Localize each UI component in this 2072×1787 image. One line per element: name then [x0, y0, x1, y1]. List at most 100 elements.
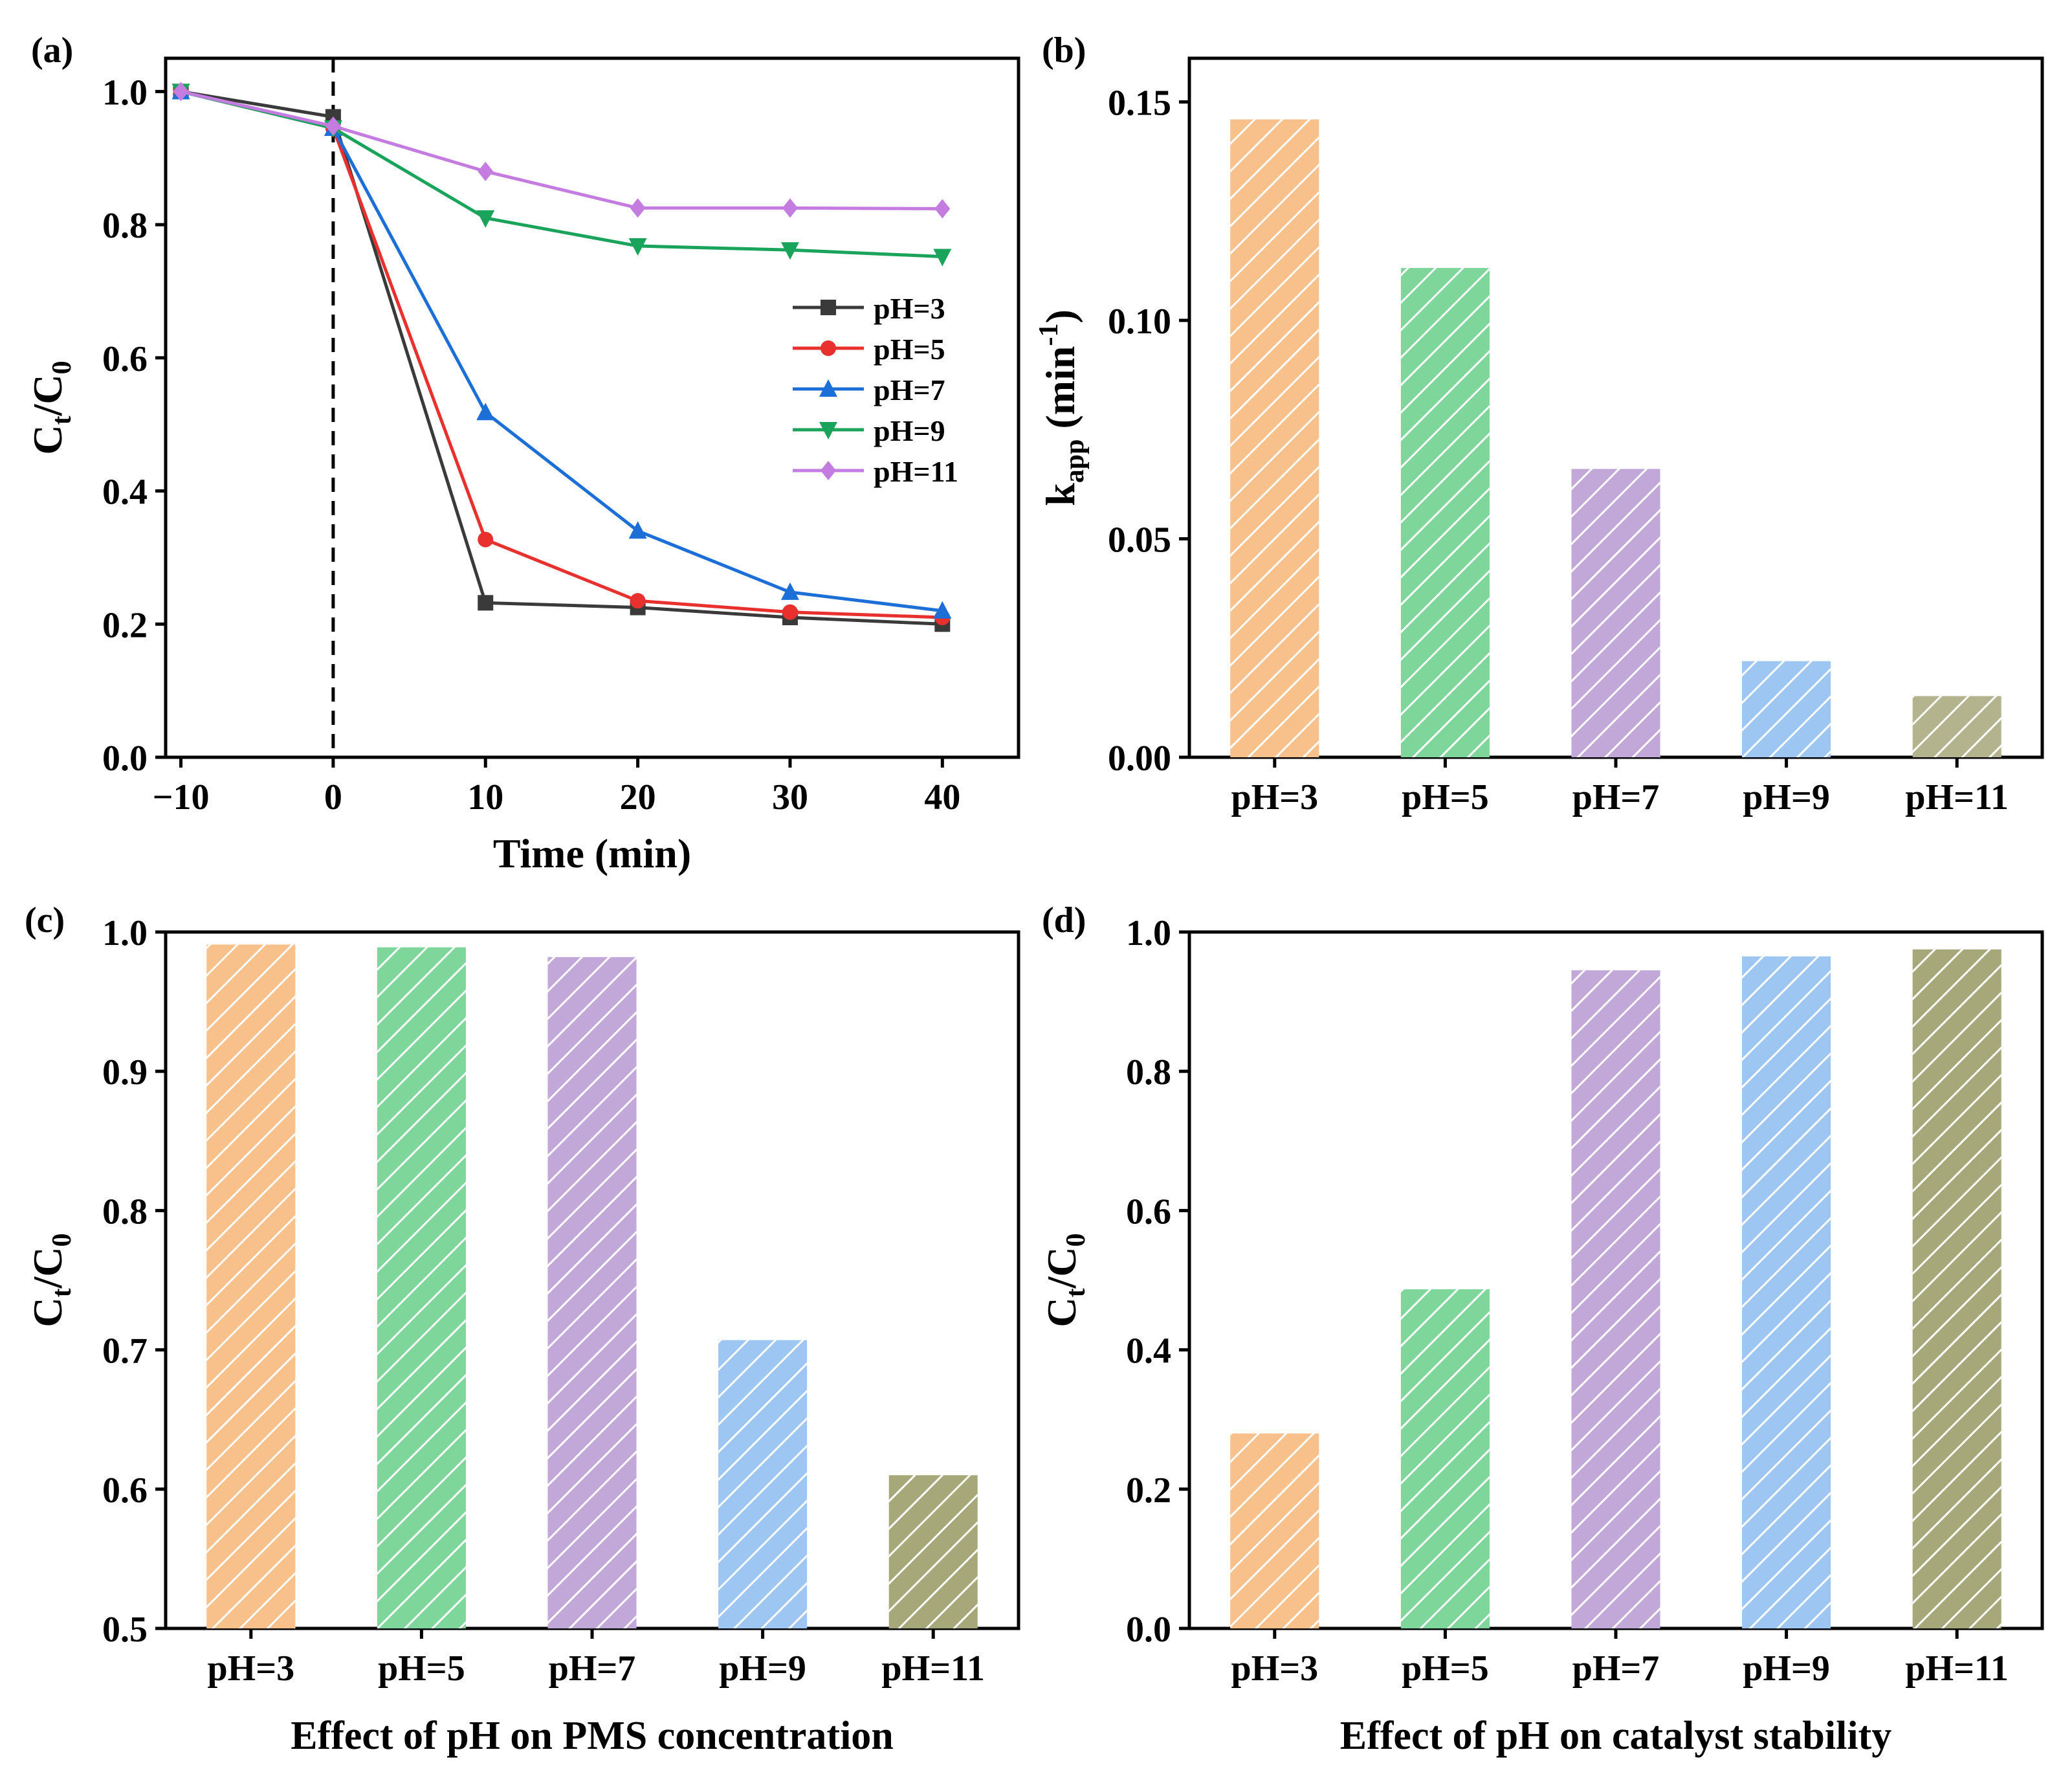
data-point-ph-11	[325, 116, 341, 136]
panel-b-x-tick-label: pH=9	[1743, 777, 1830, 817]
legend-marker-ph-3	[821, 300, 836, 315]
bar-hatch-ph-7	[1571, 469, 1660, 757]
bar-hatch-ph-3	[1230, 119, 1319, 757]
data-point-ph-9	[933, 249, 952, 267]
panel-d-x-tick-label: pH=3	[1231, 1648, 1318, 1689]
panel-b-y-axis-title: kapp (min-1)	[1034, 309, 1090, 506]
panel-c-bar-chart: (c) 0.50.60.70.80.91.0 pH=3 pH=5 pH=7 pH=9 p…	[25, 900, 1020, 1758]
panel-d-y-tick-label: 0.0	[1126, 1610, 1171, 1650]
panel-b-y-tick-label: 0.10	[1108, 302, 1171, 342]
panel-c-y-title-sub2: 0	[47, 1233, 77, 1247]
panel-d-y-tick-label: 0.6	[1126, 1192, 1171, 1232]
panel-d-x-axis-title: Effect of pH on catalyst stability	[1340, 1714, 1891, 1758]
data-point-ph-5	[478, 531, 494, 548]
panel-b-y-title-main: k	[1037, 483, 1083, 506]
bar-ph-9	[1742, 956, 1831, 1628]
panel-b-y-title-close: )	[1037, 309, 1083, 323]
panel-a-x-tick-label: 30	[772, 777, 808, 817]
panel-b-y-tick-label: 0.00	[1108, 738, 1171, 779]
panel-d-bar-chart: (d) 0.00.20.40.60.81.0 pH=3 pH=5 pH=7 pH=9 p…	[1039, 900, 2044, 1758]
bar-hatch-ph-7	[547, 957, 637, 1628]
panel-c-y-title-sub1: t	[47, 1288, 77, 1297]
bar-ph-5	[1400, 268, 1490, 757]
panel-d-x-tick-label: pH=9	[1743, 1648, 1830, 1689]
panel-b-y-title-unit: (min	[1037, 346, 1083, 439]
panel-d-x-tick-label: pH=11	[1905, 1648, 2009, 1689]
bar-hatch-ph-9	[1742, 956, 1831, 1628]
data-point-ph-11	[630, 198, 646, 218]
panel-c-y-tick-label: 0.9	[102, 1052, 148, 1093]
data-point-ph-5	[630, 593, 646, 609]
panel-d-y-tick-label: 1.0	[1126, 913, 1171, 953]
bar-ph-5	[1400, 1289, 1490, 1628]
data-point-ph-9	[780, 242, 799, 260]
series-ph-5	[173, 83, 951, 625]
bar-hatch-ph-3	[206, 944, 296, 1628]
legend-marker-ph-5	[821, 340, 836, 356]
panel-d-y-tick-label: 0.4	[1126, 1331, 1171, 1371]
bar-ph-7	[547, 957, 637, 1628]
panel-a-y-axis: 0.0 0.2 0.4 0.6 0.8 1.0	[102, 72, 166, 779]
panel-a-y-title-sub2: 0	[47, 361, 77, 374]
panel-a-x-tick-label: 40	[924, 777, 960, 817]
legend-label-ph-9: pH=9	[874, 414, 945, 447]
data-point-ph-7	[628, 521, 647, 539]
data-point-ph-3	[478, 595, 494, 611]
panel-a-x-tick-label: 20	[620, 777, 656, 817]
panel-a-y-tick-label: 0.6	[102, 339, 148, 379]
panel-b-x-tick-label: pH=11	[1905, 777, 2009, 817]
bar-ph-7	[1571, 469, 1660, 757]
panel-d-y-axis: 0.0 0.2 0.4 0.6 0.8 1.0	[1126, 913, 1189, 1650]
series-line-ph-3	[181, 89, 943, 626]
bar-hatch-ph-9	[718, 1340, 808, 1628]
data-point-ph-11	[173, 82, 189, 102]
bar-hatch-ph-5	[1400, 1289, 1490, 1628]
panel-c-y-tick-label: 0.5	[102, 1610, 148, 1650]
panel-c-y-tick-label: 1.0	[102, 913, 148, 953]
panel-a-frame	[164, 56, 1020, 759]
series-line-ph-9	[180, 89, 943, 259]
bar-ph-3	[1230, 119, 1319, 757]
data-point-ph-11	[478, 161, 494, 181]
panel-d-y-title-main: C	[1039, 1297, 1085, 1327]
panel-b-bar-chart: (b) 0.000.050.100.15 pH=3 pH=5 pH=7 pH=9 pH=…	[1034, 30, 2044, 817]
series-ph-9	[171, 83, 952, 267]
bar-hatch-ph-3	[1230, 1433, 1319, 1628]
bar-ph-11	[1912, 696, 2001, 757]
panel-b-x-axis: pH=3 pH=5 pH=7 pH=9 pH=11	[1231, 757, 2009, 817]
bar-ph-11	[1912, 949, 2001, 1628]
panel-d-y-title-sub1: t	[1061, 1288, 1091, 1297]
bar-ph-3	[1230, 1433, 1319, 1628]
series-ph-11	[173, 82, 951, 219]
bar-hatch-ph-5	[1400, 268, 1490, 757]
panel-c-x-axis-title: Effect of pH on PMS concentration	[291, 1714, 894, 1758]
panel-d-bars	[1230, 949, 2001, 1628]
panel-b-label: (b)	[1042, 30, 1086, 71]
panel-a-y-tick-label: 1.0	[102, 72, 148, 113]
bar-hatch-ph-11	[1912, 949, 2001, 1628]
panel-a-x-axis-title: Time (min)	[493, 830, 691, 876]
panel-c-y-title-main: C	[25, 1297, 71, 1327]
panel-a-x-tick-label: −10	[153, 777, 210, 817]
panel-b-y-tick-label: 0.05	[1108, 520, 1171, 561]
data-point-ph-7	[476, 403, 495, 421]
panel-c-y-tick-label: 0.6	[102, 1471, 148, 1511]
legend-marker-ph-11	[821, 461, 836, 480]
data-point-ph-11	[782, 198, 798, 218]
legend-marker-ph-7	[819, 379, 837, 397]
legend-label-ph-11: pH=11	[874, 455, 958, 488]
bar-hatch-ph-7	[1571, 970, 1660, 1628]
panel-b-x-tick-label: pH=5	[1402, 777, 1489, 817]
data-point-ph-9	[476, 210, 495, 228]
panel-b-x-tick-label: pH=3	[1231, 777, 1318, 817]
panel-a-y-tick-label: 0.4	[102, 472, 148, 513]
bar-ph-3	[206, 944, 296, 1628]
panel-a-x-tick-label: 10	[467, 777, 503, 817]
data-point-ph-7	[933, 601, 952, 619]
panel-a-x-tick-label: 0	[324, 777, 342, 817]
bar-ph-9	[718, 1340, 808, 1628]
data-point-ph-11	[934, 199, 951, 219]
panel-b-y-title-sub: app	[1060, 439, 1090, 483]
panel-c-y-tick-label: 0.7	[102, 1331, 148, 1371]
